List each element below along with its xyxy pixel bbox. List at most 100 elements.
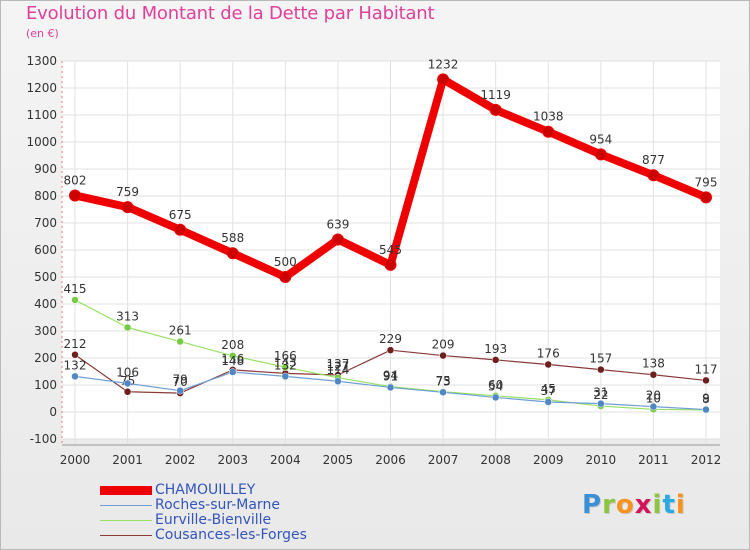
logo-letter: i bbox=[652, 490, 663, 520]
data-point bbox=[594, 148, 607, 161]
x-tick-label: 2007 bbox=[428, 453, 459, 467]
legend-item-cousances-les-forges: Cousances-les-Forges bbox=[100, 527, 360, 543]
data-label: 9 bbox=[702, 392, 710, 406]
y-tick-label: 100 bbox=[34, 378, 57, 392]
data-label: 132 bbox=[274, 358, 297, 372]
data-point bbox=[174, 223, 187, 236]
data-label: 10 bbox=[646, 391, 661, 405]
data-label: 94 bbox=[383, 369, 398, 383]
data-point bbox=[544, 360, 552, 369]
data-point bbox=[491, 393, 500, 402]
data-point bbox=[702, 405, 710, 414]
data-point bbox=[226, 247, 239, 260]
data-label: 545 bbox=[379, 243, 402, 257]
data-point bbox=[123, 388, 132, 396]
x-tick-label: 2008 bbox=[480, 453, 511, 467]
data-label: 106 bbox=[116, 365, 139, 379]
legend: CHAMOUILLEY Roches-sur-Marne Eurville-Bi… bbox=[100, 482, 360, 543]
y-tick-label: 1300 bbox=[26, 54, 57, 68]
data-point bbox=[229, 368, 237, 376]
y-tick-label: 600 bbox=[34, 243, 57, 257]
series-roches-sur-marne: 132 106 79 148 132 114 91 73 54 37 31 20 9 bbox=[64, 354, 710, 414]
y-tick-label: 1000 bbox=[26, 135, 57, 149]
data-label: 137 bbox=[326, 357, 349, 371]
legend-label: Roches-sur-Marne bbox=[155, 497, 280, 513]
data-point bbox=[334, 377, 342, 385]
data-point bbox=[700, 191, 712, 204]
data-label: 261 bbox=[169, 324, 192, 338]
data-point bbox=[544, 398, 552, 406]
logo-letter: i bbox=[675, 490, 686, 520]
data-point bbox=[542, 125, 555, 138]
series-chamouilley: 802 759 675 588 500 639 545 1232 1119 1038 954 877 7… bbox=[64, 57, 718, 283]
y-tick-label: 300 bbox=[34, 324, 57, 338]
y-tick-label: 400 bbox=[34, 297, 57, 311]
data-point bbox=[386, 346, 395, 354]
y-tick-label: 0 bbox=[49, 405, 57, 419]
data-label: 954 bbox=[589, 132, 612, 146]
data-label: 70 bbox=[173, 375, 188, 389]
x-tick-label: 2004 bbox=[270, 453, 301, 467]
data-point bbox=[71, 296, 79, 304]
logo-letter: t bbox=[662, 490, 676, 520]
data-point bbox=[702, 376, 710, 385]
data-label: 588 bbox=[221, 231, 244, 245]
data-label: 73 bbox=[435, 374, 450, 388]
data-label: 45 bbox=[541, 382, 556, 396]
data-label: 60 bbox=[488, 378, 503, 392]
x-tick-label: 2009 bbox=[533, 453, 564, 467]
data-label: 1038 bbox=[533, 110, 564, 124]
data-label: 639 bbox=[326, 217, 349, 231]
y-tick-label: 800 bbox=[34, 189, 57, 203]
data-point bbox=[69, 189, 81, 202]
x-tick-label: 2000 bbox=[60, 453, 91, 467]
data-label: 176 bbox=[537, 346, 560, 360]
proxiti-logo: Proxiti bbox=[582, 490, 686, 520]
legend-label: CHAMOUILLEY bbox=[155, 482, 256, 498]
data-point bbox=[597, 399, 605, 408]
logo-letter: r bbox=[602, 490, 616, 520]
data-label: 212 bbox=[64, 337, 87, 351]
data-point bbox=[176, 337, 184, 346]
legend-swatch bbox=[100, 535, 152, 536]
x-tick-label: 2002 bbox=[165, 453, 196, 467]
data-label: 31 bbox=[593, 386, 608, 400]
data-label: 208 bbox=[221, 338, 244, 352]
x-tick-label: 2012 bbox=[691, 453, 722, 467]
data-point bbox=[121, 201, 134, 214]
data-label: 117 bbox=[695, 362, 718, 376]
data-label: 500 bbox=[274, 255, 297, 269]
data-label: 148 bbox=[221, 354, 244, 368]
y-tick-label: 900 bbox=[34, 162, 57, 176]
legend-swatch bbox=[100, 505, 152, 506]
data-label: 166 bbox=[274, 349, 297, 363]
data-point bbox=[597, 365, 605, 374]
data-point bbox=[649, 402, 658, 411]
data-point bbox=[386, 383, 395, 392]
x-tick-label: 2001 bbox=[112, 453, 143, 467]
data-label: 675 bbox=[169, 208, 192, 222]
legend-item-eurville-bienville: Eurville-Bienville bbox=[100, 512, 360, 528]
data-point bbox=[281, 372, 290, 381]
x-tick-label: 2005 bbox=[323, 453, 354, 467]
data-point bbox=[279, 271, 292, 283]
legend-label: Eurville-Bienville bbox=[155, 512, 272, 528]
data-label: 22 bbox=[593, 388, 608, 402]
data-label: 1119 bbox=[480, 88, 511, 102]
data-label: 1232 bbox=[428, 57, 459, 71]
legend-swatch bbox=[100, 520, 152, 521]
data-point bbox=[229, 352, 237, 360]
data-label: 138 bbox=[642, 357, 665, 371]
data-label: 20 bbox=[646, 389, 661, 403]
data-label: 795 bbox=[695, 175, 718, 189]
y-tick-label: 500 bbox=[34, 270, 57, 284]
legend-item-chamouilley: CHAMOUILLEY bbox=[100, 482, 360, 498]
y-tick-label: -100 bbox=[30, 432, 57, 446]
data-label: 127 bbox=[326, 360, 349, 374]
data-point bbox=[176, 386, 184, 395]
data-label: 229 bbox=[379, 332, 402, 346]
legend-swatch bbox=[100, 486, 152, 495]
y-tick-label: 1200 bbox=[26, 81, 57, 95]
data-label: 8 bbox=[702, 392, 710, 406]
